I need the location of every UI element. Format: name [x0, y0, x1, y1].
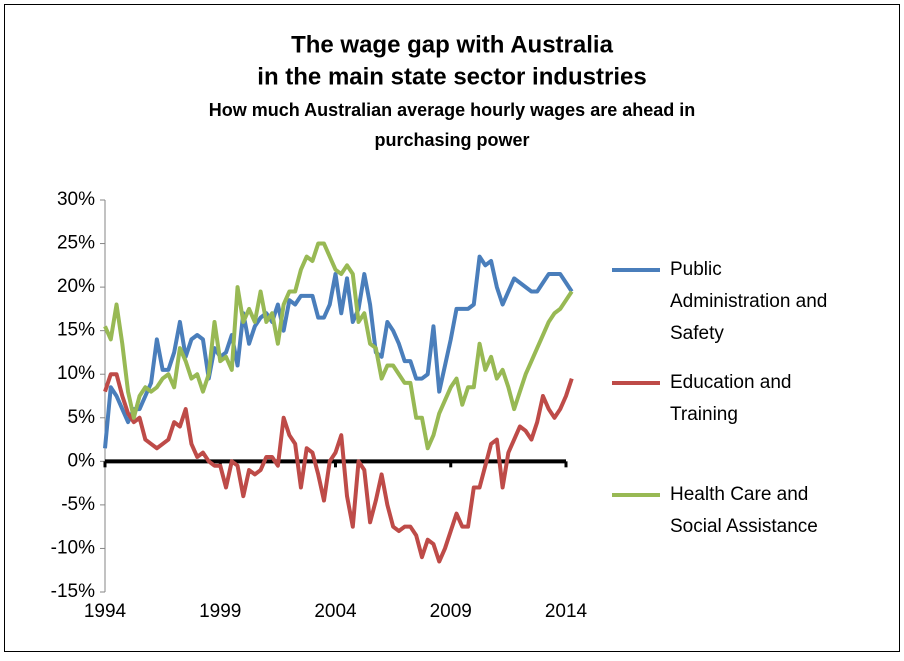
y-tick-label: 10%: [57, 363, 95, 384]
x-tick-label: 2009: [430, 601, 472, 622]
chart-title: in the main state sector industries: [257, 63, 646, 90]
y-tick-label: 30%: [57, 189, 95, 210]
legend-label: Public Administration and Safety: [670, 259, 827, 344]
y-tick-label: 20%: [57, 276, 95, 297]
chart-title: The wage gap with Australia: [291, 31, 613, 58]
chart-subtitle: purchasing power: [374, 130, 529, 150]
y-tick-label: -10%: [51, 537, 95, 558]
x-tick-label: 2004: [314, 601, 357, 622]
y-tick-label: 15%: [57, 320, 95, 341]
y-tick-label: -5%: [61, 494, 95, 515]
x-tick-label: 1994: [84, 601, 127, 622]
legend-label: Education and Training: [670, 372, 792, 425]
series-line: [103, 241, 574, 451]
y-tick-label: -15%: [51, 581, 95, 602]
x-tick-label: 1999: [199, 601, 241, 622]
series-line: [103, 254, 574, 449]
y-tick-label: 25%: [57, 233, 95, 254]
chart-subtitle: How much Australian average hourly wages…: [209, 100, 696, 120]
y-tick-label: 0%: [68, 450, 96, 471]
legend-label: Health Care and Social Assistance: [670, 484, 818, 537]
y-tick-label: 5%: [68, 407, 96, 428]
series-line: [103, 372, 574, 564]
x-tick-label: 2014: [545, 601, 588, 622]
